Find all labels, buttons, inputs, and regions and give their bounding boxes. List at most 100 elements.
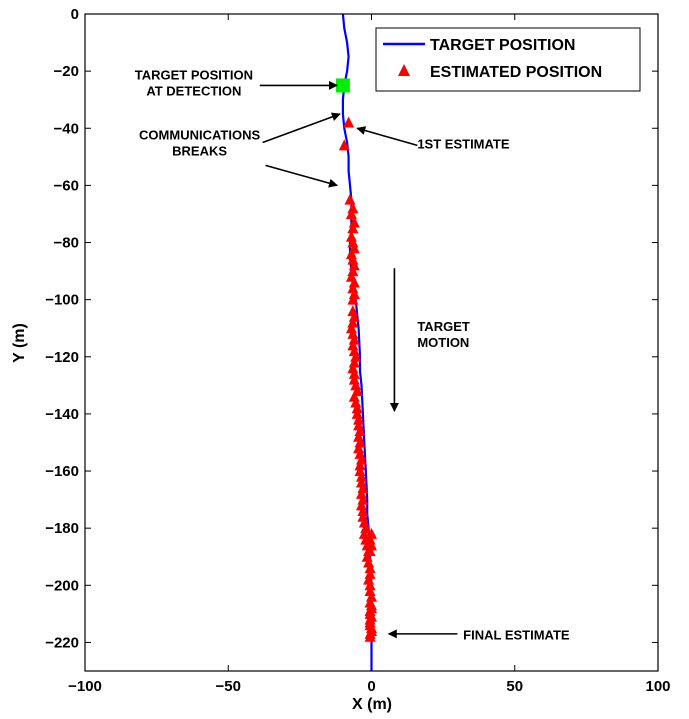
- y-tick-label: −120: [45, 349, 79, 366]
- estimated-position-point: [364, 605, 376, 617]
- estimated-position-point: [347, 339, 359, 351]
- estimated-position-point: [347, 316, 359, 328]
- estimated-position-point: [345, 230, 357, 242]
- x-tick-label: −50: [216, 678, 241, 695]
- estimated-position-point: [353, 413, 365, 425]
- estimated-position-point: [366, 527, 377, 539]
- estimated-position-point: [347, 362, 359, 374]
- annotation-text: TARGET POSITION: [135, 68, 253, 83]
- estimated-position-point: [353, 442, 365, 454]
- y-tick-label: −220: [45, 634, 79, 651]
- estimated-position-point: [363, 573, 375, 585]
- estimated-position-point: [351, 402, 363, 414]
- estimated-position-point: [347, 305, 359, 317]
- y-tick-label: −100: [45, 292, 79, 309]
- estimated-position-point: [357, 510, 369, 522]
- annotation-text: 1ST ESTIMATE: [417, 136, 510, 151]
- plot-frame: [84, 13, 659, 672]
- legend: TARGET POSITION ESTIMATED POSITION: [375, 27, 641, 92]
- annotation-text: BREAKS: [172, 144, 227, 159]
- estimated-position-point: [348, 310, 360, 322]
- estimated-position-point: [355, 470, 367, 482]
- annotation-arrow: [265, 164, 338, 188]
- estimated-position-point: [366, 590, 377, 602]
- y-tick-label: −180: [45, 520, 79, 537]
- estimated-position-point: [354, 459, 366, 471]
- series-layer: [335, 14, 377, 671]
- estimated-position-point: [364, 579, 376, 591]
- estimated-position-point: [345, 247, 357, 259]
- estimated-position-point: [354, 447, 366, 459]
- estimated-position-point: [364, 533, 376, 545]
- annotation-text: MOTION: [417, 335, 469, 350]
- estimated-position-point: [350, 396, 362, 408]
- y-axis-ticks: 0 −20 −40 −60 −80 −100 −120 −140 −160 −180 −200 −22…: [45, 6, 658, 651]
- estimated-position-point: [343, 116, 355, 128]
- x-axis-title: X (m): [352, 696, 392, 713]
- estimated-position-point: [364, 616, 376, 628]
- x-tick-label: 0: [367, 678, 375, 695]
- estimated-position-point: [364, 545, 376, 557]
- estimated-position-point: [350, 379, 362, 391]
- x-tick-label: 100: [645, 678, 670, 695]
- estimated-position-point: [357, 505, 369, 517]
- estimated-position-point: [354, 425, 366, 437]
- x-axis-ticks: −100 −50 0 50 100: [68, 14, 671, 695]
- estimated-position-point: [348, 216, 360, 228]
- estimated-position-point: [348, 345, 360, 357]
- estimated-position-point: [353, 430, 365, 442]
- estimated-position-point: [361, 550, 373, 562]
- annotation-text: AT DETECTION: [146, 84, 241, 99]
- estimated-position-point: [347, 265, 359, 277]
- estimated-position-point: [366, 622, 377, 634]
- estimated-position-point: [347, 282, 359, 294]
- estimated-position-point: [347, 327, 359, 339]
- estimated-position-point: [357, 482, 369, 494]
- estimated-position-point: [351, 407, 363, 419]
- annotation-arrow: [262, 112, 341, 144]
- annotation-arrow: [356, 126, 418, 147]
- estimated-position-point: [347, 236, 359, 248]
- estimated-position-point: [348, 259, 360, 271]
- estimated-position-point: [353, 419, 365, 431]
- estimated-position-point: [366, 539, 377, 551]
- estimated-position-point: [347, 293, 359, 305]
- estimated-position-point: [348, 333, 360, 345]
- estimated-position-point: [363, 556, 375, 568]
- estimated-position-point: [347, 222, 359, 234]
- y-tick-label: −140: [45, 406, 79, 423]
- estimated-position-point: [345, 207, 357, 219]
- estimated-position-point: [355, 487, 367, 499]
- estimated-position-point: [348, 373, 360, 385]
- estimated-position-point: [344, 193, 356, 205]
- legend-label-target-position: TARGET POSITION: [430, 37, 575, 54]
- annotation-text: COMMUNICATIONS: [139, 128, 260, 143]
- estimated-position-point: [354, 436, 366, 448]
- estimated-position-point: [364, 567, 376, 579]
- estimated-position-point: [357, 493, 369, 505]
- estimated-position-point: [364, 627, 376, 639]
- y-tick-label: −60: [54, 177, 79, 194]
- estimated-position-point: [360, 522, 372, 534]
- estimated-position-point: [347, 202, 359, 214]
- estimated-position-point: [355, 476, 367, 488]
- y-tick-label: −160: [45, 463, 79, 480]
- legend-triangle-swatch: [398, 64, 410, 76]
- y-tick-label: −40: [54, 120, 79, 137]
- x-tick-label: −100: [68, 678, 102, 695]
- estimated-position-point: [338, 139, 350, 151]
- y-tick-label: −80: [54, 235, 79, 252]
- estimated-position-point: [364, 562, 376, 574]
- estimated-position-point: [366, 599, 377, 611]
- estimated-position-point: [348, 287, 360, 299]
- legend-box: [375, 27, 641, 92]
- estimated-position-point: [348, 367, 360, 379]
- estimated-position-point: [345, 322, 357, 334]
- estimated-position-point: [350, 350, 362, 362]
- annotation-text: FINAL ESTIMATE: [463, 628, 570, 643]
- estimated-position-point: [355, 499, 367, 511]
- estimated-position-point: [348, 356, 360, 368]
- estimated-position-point: [358, 527, 370, 539]
